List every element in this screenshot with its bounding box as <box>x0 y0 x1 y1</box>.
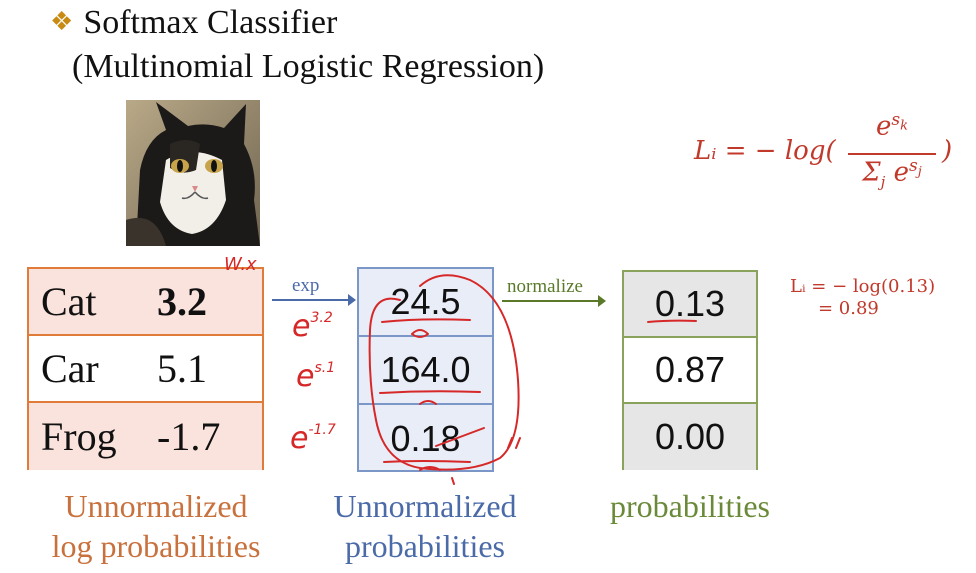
score-value: 5.1 <box>157 346 207 391</box>
loss-line-2: = 0.89 <box>818 298 879 319</box>
caption-exp-line1: Unnormalized <box>333 488 517 524</box>
prob-row-car: 0.87 <box>624 338 756 404</box>
scores-row-frog: Frog -1.7 <box>29 403 262 470</box>
formula-rparen: ) <box>942 136 953 166</box>
caption-prob-line1: probabilities <box>610 488 770 524</box>
prob-row-cat: 0.13 <box>624 272 756 338</box>
fraction-bar <box>848 153 936 155</box>
scores-table: Cat 3.2 Car 5.1 Frog -1.7 <box>27 267 264 470</box>
diamond-bullet-icon: ❖ <box>50 7 74 36</box>
exp-row-cat: 24.5 <box>359 269 492 337</box>
hand-e32: e3.2 <box>292 309 333 344</box>
exp-arrow-label: exp <box>292 275 320 296</box>
softmax-loss-formula: Lᵢ = − log( esk Σj esj ) <box>694 110 964 200</box>
formula-denominator: Σj esj <box>862 156 922 191</box>
scores-row-cat: Cat 3.2 <box>29 269 262 336</box>
formula-lhs: Lᵢ = − log( <box>694 136 836 166</box>
slide-title: ❖ Softmax Classifier <box>50 4 337 42</box>
normalize-arrow-icon <box>502 295 606 307</box>
formula-fraction: esk Σj esj <box>844 110 940 198</box>
slide-subtitle: (Multinomial Logistic Regression) <box>72 48 545 85</box>
exp-arrow-icon <box>272 294 356 306</box>
loss-line-1: Lᵢ = − log(0.13) <box>790 276 936 297</box>
caption-scores-line1: Unnormalized <box>64 488 248 524</box>
cat-image <box>126 100 260 246</box>
scores-row-car: Car 5.1 <box>29 336 262 403</box>
caption-scores: Unnormalized log probabilities <box>28 486 284 566</box>
normalize-arrow-label: normalize <box>507 276 583 297</box>
exp-row-frog: 0.18 <box>390 418 461 459</box>
title-text: Softmax Classifier <box>83 4 338 41</box>
loss-result: Lᵢ = − log(0.13) = 0.89 <box>790 276 935 320</box>
caption-prob: probabilities <box>590 486 790 526</box>
hand-e51: es.1 <box>296 359 335 394</box>
caption-scores-line2: log probabilities <box>51 528 261 564</box>
exp-table: 24.5 164.0 0.18 <box>357 267 494 472</box>
tick-marks <box>507 437 521 449</box>
prob-row-frog: 0.00 <box>624 404 756 470</box>
caption-exp: Unnormalized probabilities <box>312 486 538 566</box>
class-label: Cat <box>41 279 97 324</box>
probability-table: 0.13 0.87 0.00 <box>622 270 758 470</box>
class-label: Car <box>41 346 99 391</box>
caption-exp-line2: probabilities <box>345 528 505 564</box>
class-label: Frog <box>41 414 117 459</box>
exp-row-car: 164.0 <box>359 337 492 405</box>
hand-e17: e-1.7 <box>290 421 336 456</box>
tick-mark-small <box>451 477 455 485</box>
score-value: -1.7 <box>157 414 221 459</box>
formula-numerator: esk <box>875 110 908 142</box>
score-value: 3.2 <box>157 279 207 324</box>
